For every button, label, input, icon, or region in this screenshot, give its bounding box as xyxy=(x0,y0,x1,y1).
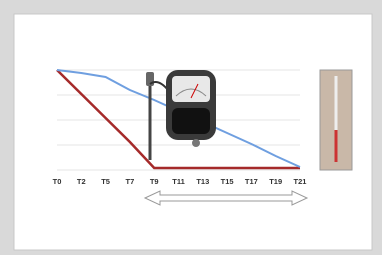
x-tick-label: T2 xyxy=(77,177,86,186)
x-tick-label: T9 xyxy=(150,177,159,186)
x-tick-label: T5 xyxy=(101,177,110,186)
x-tick-label: T0 xyxy=(53,177,62,186)
x-tick-label: T11 xyxy=(172,177,185,186)
thermometer-icon xyxy=(320,70,352,170)
x-tick-label: T7 xyxy=(126,177,135,186)
x-tick-label: T17 xyxy=(245,177,258,186)
x-tick-label: T15 xyxy=(221,177,234,186)
x-tick-label: T21 xyxy=(294,177,307,186)
x-tick-label: T19 xyxy=(269,177,282,186)
slide-view: T0 T2 T5 T7 T9 T11 T13 T15 T17 T19 T21 xyxy=(0,0,382,255)
x-tick-label: T13 xyxy=(196,177,209,186)
